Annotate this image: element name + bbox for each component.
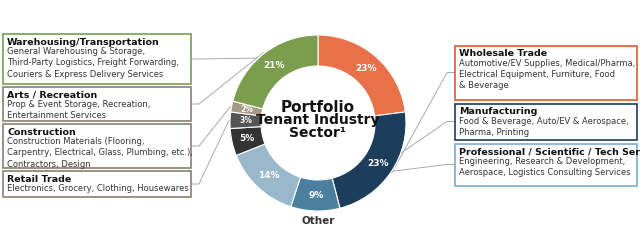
Text: Tenant Industry: Tenant Industry xyxy=(256,113,380,127)
Text: Manufacturing: Manufacturing xyxy=(459,107,538,116)
Text: 9%: 9% xyxy=(308,191,323,200)
FancyBboxPatch shape xyxy=(3,87,191,121)
Wedge shape xyxy=(230,101,263,116)
FancyBboxPatch shape xyxy=(3,124,191,168)
Wedge shape xyxy=(318,35,405,116)
Text: Warehousing/Transportation: Warehousing/Transportation xyxy=(7,38,160,47)
Text: Arts / Recreation: Arts / Recreation xyxy=(7,91,97,100)
Text: Electronics, Grocery, Clothing, Housewares: Electronics, Grocery, Clothing, Housewar… xyxy=(7,184,189,193)
Text: Food & Beverage, Auto/EV & Aerospace,
Pharma, Printing: Food & Beverage, Auto/EV & Aerospace, Ph… xyxy=(459,116,628,137)
Text: Other: Other xyxy=(301,216,335,226)
Text: 21%: 21% xyxy=(263,61,284,70)
Text: Portfolio: Portfolio xyxy=(281,100,355,115)
Text: Automotive/EV Supplies, Medical/Pharma,
Electrical Equipment, Furniture, Food
& : Automotive/EV Supplies, Medical/Pharma, … xyxy=(459,58,636,90)
FancyBboxPatch shape xyxy=(455,46,637,100)
Text: General Warehousing & Storage,
Third-Party Logistics, Freight Forwarding,
Courie: General Warehousing & Storage, Third-Par… xyxy=(7,47,179,79)
Wedge shape xyxy=(332,112,406,208)
Wedge shape xyxy=(236,144,300,207)
Text: Construction Materials (Flooring,
Carpentry, Electrical, Glass, Plumbing, etc.),: Construction Materials (Flooring, Carpen… xyxy=(7,137,193,169)
Text: Professional / Scientific / Tech Services: Professional / Scientific / Tech Service… xyxy=(459,148,640,156)
Text: 23%: 23% xyxy=(355,64,377,73)
Wedge shape xyxy=(233,35,318,109)
Text: Retail Trade: Retail Trade xyxy=(7,175,71,184)
Text: Construction: Construction xyxy=(7,128,76,137)
Text: Engineering, Research & Development,
Aerospace, Logistics Consulting Services: Engineering, Research & Development, Aer… xyxy=(459,156,630,177)
FancyBboxPatch shape xyxy=(455,143,637,185)
Text: Wholesale Trade: Wholesale Trade xyxy=(459,49,547,58)
Text: 23%: 23% xyxy=(367,159,388,168)
Text: 14%: 14% xyxy=(257,171,279,180)
FancyBboxPatch shape xyxy=(455,103,637,140)
Wedge shape xyxy=(230,127,265,155)
Text: Sector¹: Sector¹ xyxy=(289,126,346,140)
FancyBboxPatch shape xyxy=(3,171,191,197)
Wedge shape xyxy=(230,112,262,128)
Text: 3%: 3% xyxy=(239,116,252,125)
Text: 5%: 5% xyxy=(239,134,255,143)
Wedge shape xyxy=(291,177,340,211)
Text: 2%: 2% xyxy=(241,105,253,114)
Text: Prop & Event Storage, Recreation,
Entertainment Services: Prop & Event Storage, Recreation, Entert… xyxy=(7,100,150,120)
FancyBboxPatch shape xyxy=(3,34,191,84)
